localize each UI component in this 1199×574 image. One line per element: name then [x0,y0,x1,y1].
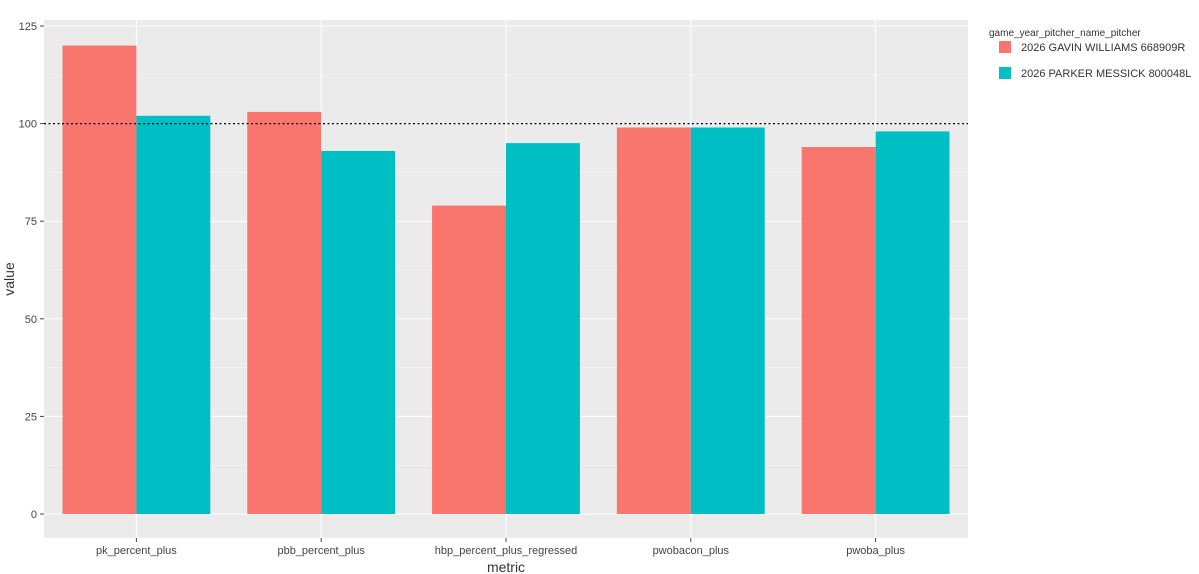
legend-swatch [999,67,1011,79]
x-tick-label: hbp_percent_plus_regressed [435,545,578,557]
legend-entry-label: 2026 GAVIN WILLIAMS 668909R [1021,42,1185,54]
bars [62,45,950,515]
legend-swatch [999,41,1011,53]
x-tick-label: pk_percent_plus [96,545,177,557]
bar-pbb_percent_plus-series-1 [247,111,322,514]
x-tick-label: pwobacon_plus [653,545,730,557]
y-tick-label: 125 [19,21,37,33]
bar-pbb_percent_plus-series-2 [321,150,396,515]
y-tick-label: 75 [25,216,37,228]
y-tick-label: 0 [31,509,37,521]
bar-hbp_percent_plus_regressed-series-2 [506,143,580,514]
bar-pk_percent_plus-series-2 [136,115,211,515]
y-axis-title: value [1,262,17,296]
bar-pwoba_plus-series-1 [801,147,876,515]
bar-hbp_percent_plus_regressed-series-1 [432,205,506,515]
legend-title: game_year_pitcher_name_pitcher [989,28,1141,39]
legend: game_year_pitcher_name_pitcher 2026 GAVI… [989,28,1191,80]
x-tick-label: pbb_percent_plus [277,545,365,557]
bar-pwobacon_plus-series-1 [616,127,691,514]
y-tick-label: 100 [19,119,37,131]
y-tick-label: 25 [25,411,37,423]
bar-pwoba_plus-series-2 [875,131,950,514]
bar-pk_percent_plus-series-1 [62,45,137,515]
y-axis-ticks: 0 25 50 75 100 125 [19,21,44,521]
x-axis-ticks: pk_percent_plus pbb_percent_plus hbp_perce… [96,538,905,557]
x-axis-title: metric [487,559,525,574]
bar-pwobacon_plus-series-2 [690,127,765,514]
legend-entry-label: 2026 PARKER MESSICK 800048L [1021,68,1191,80]
y-tick-label: 50 [25,314,37,326]
x-tick-label: pwoba_plus [846,545,905,557]
